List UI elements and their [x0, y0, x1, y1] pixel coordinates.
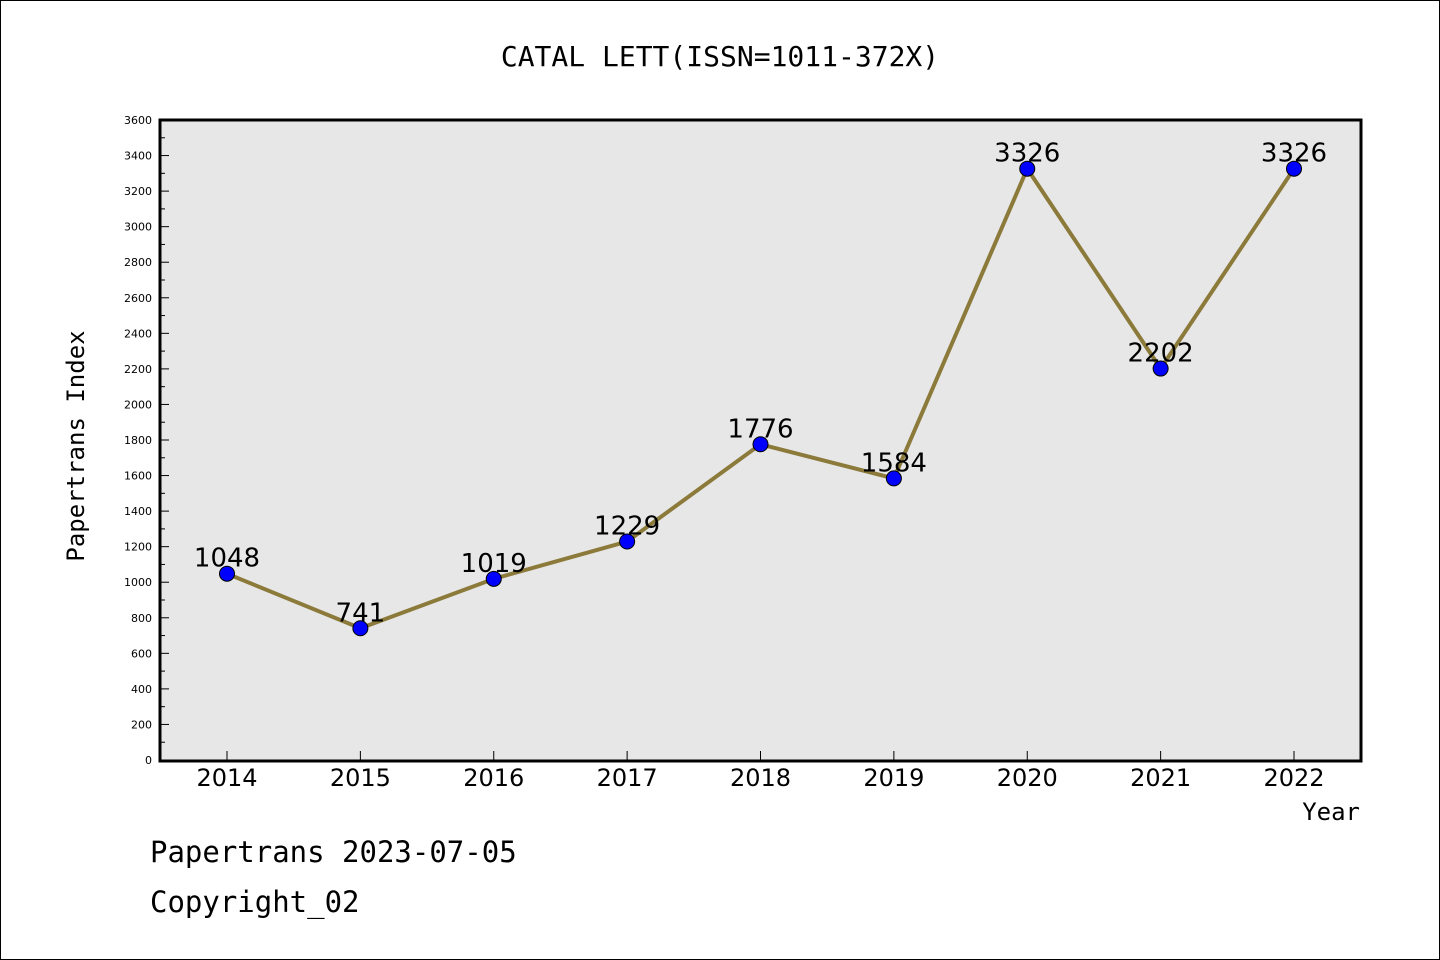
x-tick-label: 2015	[330, 764, 391, 792]
y-tick-label: 2200	[124, 363, 152, 376]
data-point	[485, 570, 502, 587]
x-axis-label: Year	[1302, 798, 1360, 826]
y-tick-label: 2600	[124, 292, 152, 305]
data-label: 3326	[1261, 139, 1327, 169]
data-point	[619, 533, 636, 550]
x-tick-label: 2018	[730, 764, 791, 792]
x-tick-label: 2022	[1263, 764, 1324, 792]
y-tick-label: 1600	[124, 470, 152, 483]
data-point	[1019, 160, 1036, 177]
y-axis: 0 200 400 600 800 1000 1200 1400 1600 1800 2000 220…	[124, 114, 169, 767]
data-point	[219, 565, 235, 582]
y-tick-label: 3400	[124, 150, 152, 163]
data-label: 3326	[994, 139, 1060, 169]
y-tick-label: 0	[145, 754, 152, 767]
data-label: 1229	[594, 512, 660, 542]
x-axis: 2014 2015 2016 2017 2018 2019 2020 2021 2022	[196, 751, 1325, 792]
x-tick-label: 2019	[863, 764, 924, 792]
footer-date: Papertrans 2023-07-05	[150, 835, 517, 869]
y-tick-label: 1400	[124, 505, 152, 518]
y-axis-label: Papertrans Index	[62, 330, 90, 561]
data-label: 741	[336, 598, 386, 628]
y-tick-label: 3600	[124, 114, 152, 127]
y-tick-label: 3200	[124, 185, 152, 198]
footer-copyright: Copyright_02	[150, 885, 360, 919]
data-label: 1019	[461, 549, 527, 579]
y-tick-label: 1000	[124, 576, 152, 589]
y-tick-label: 2400	[124, 327, 152, 340]
data-point	[1286, 160, 1302, 177]
x-tick-label: 2017	[597, 764, 658, 792]
y-tick-label: 2000	[124, 398, 152, 411]
data-point	[885, 470, 902, 487]
data-label: 1776	[727, 414, 793, 444]
y-tick-label: 1200	[124, 541, 152, 554]
data-point	[352, 620, 369, 637]
series-layer: 1048 741 1019 1229 1776 1584 3326 2202 3326	[194, 139, 1327, 637]
y-tick-label: 200	[131, 718, 152, 731]
data-label: 2202	[1128, 339, 1194, 369]
data-point	[1152, 360, 1169, 377]
y-tick-label: 1800	[124, 434, 152, 447]
x-tick-label: 2014	[196, 764, 257, 792]
x-tick-label: 2020	[997, 764, 1058, 792]
data-point	[752, 436, 769, 453]
y-tick-label: 800	[131, 612, 152, 625]
y-tick-label: 400	[131, 683, 152, 696]
x-tick-label: 2016	[463, 764, 524, 792]
y-tick-label: 600	[131, 647, 152, 660]
y-tick-label: 2800	[124, 256, 152, 269]
y-tick-label: 3000	[124, 221, 152, 234]
x-tick-label: 2021	[1130, 764, 1191, 792]
data-label: 1584	[861, 448, 927, 478]
data-label: 1048	[194, 544, 260, 574]
chart-title: CATAL LETT(ISSN=1011-372X)	[501, 40, 939, 73]
